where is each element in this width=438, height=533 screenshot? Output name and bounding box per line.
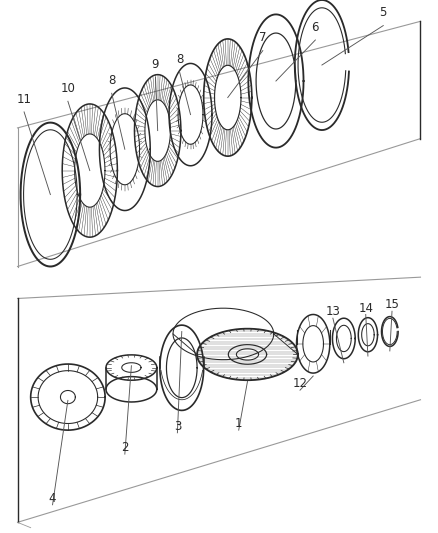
Text: 1: 1: [235, 417, 243, 430]
Text: 9: 9: [152, 58, 159, 71]
Text: 13: 13: [325, 305, 340, 318]
Text: 4: 4: [49, 492, 57, 505]
Text: 10: 10: [60, 82, 75, 95]
Text: 2: 2: [121, 441, 129, 454]
Text: 12: 12: [293, 377, 307, 390]
Text: 15: 15: [385, 298, 399, 311]
Text: 3: 3: [174, 420, 181, 433]
Text: 11: 11: [17, 93, 32, 106]
Text: 5: 5: [380, 6, 387, 19]
Text: 6: 6: [311, 21, 319, 34]
Text: 8: 8: [176, 53, 183, 66]
Text: 8: 8: [108, 74, 115, 87]
Text: 7: 7: [259, 31, 267, 44]
Text: 14: 14: [358, 302, 373, 314]
